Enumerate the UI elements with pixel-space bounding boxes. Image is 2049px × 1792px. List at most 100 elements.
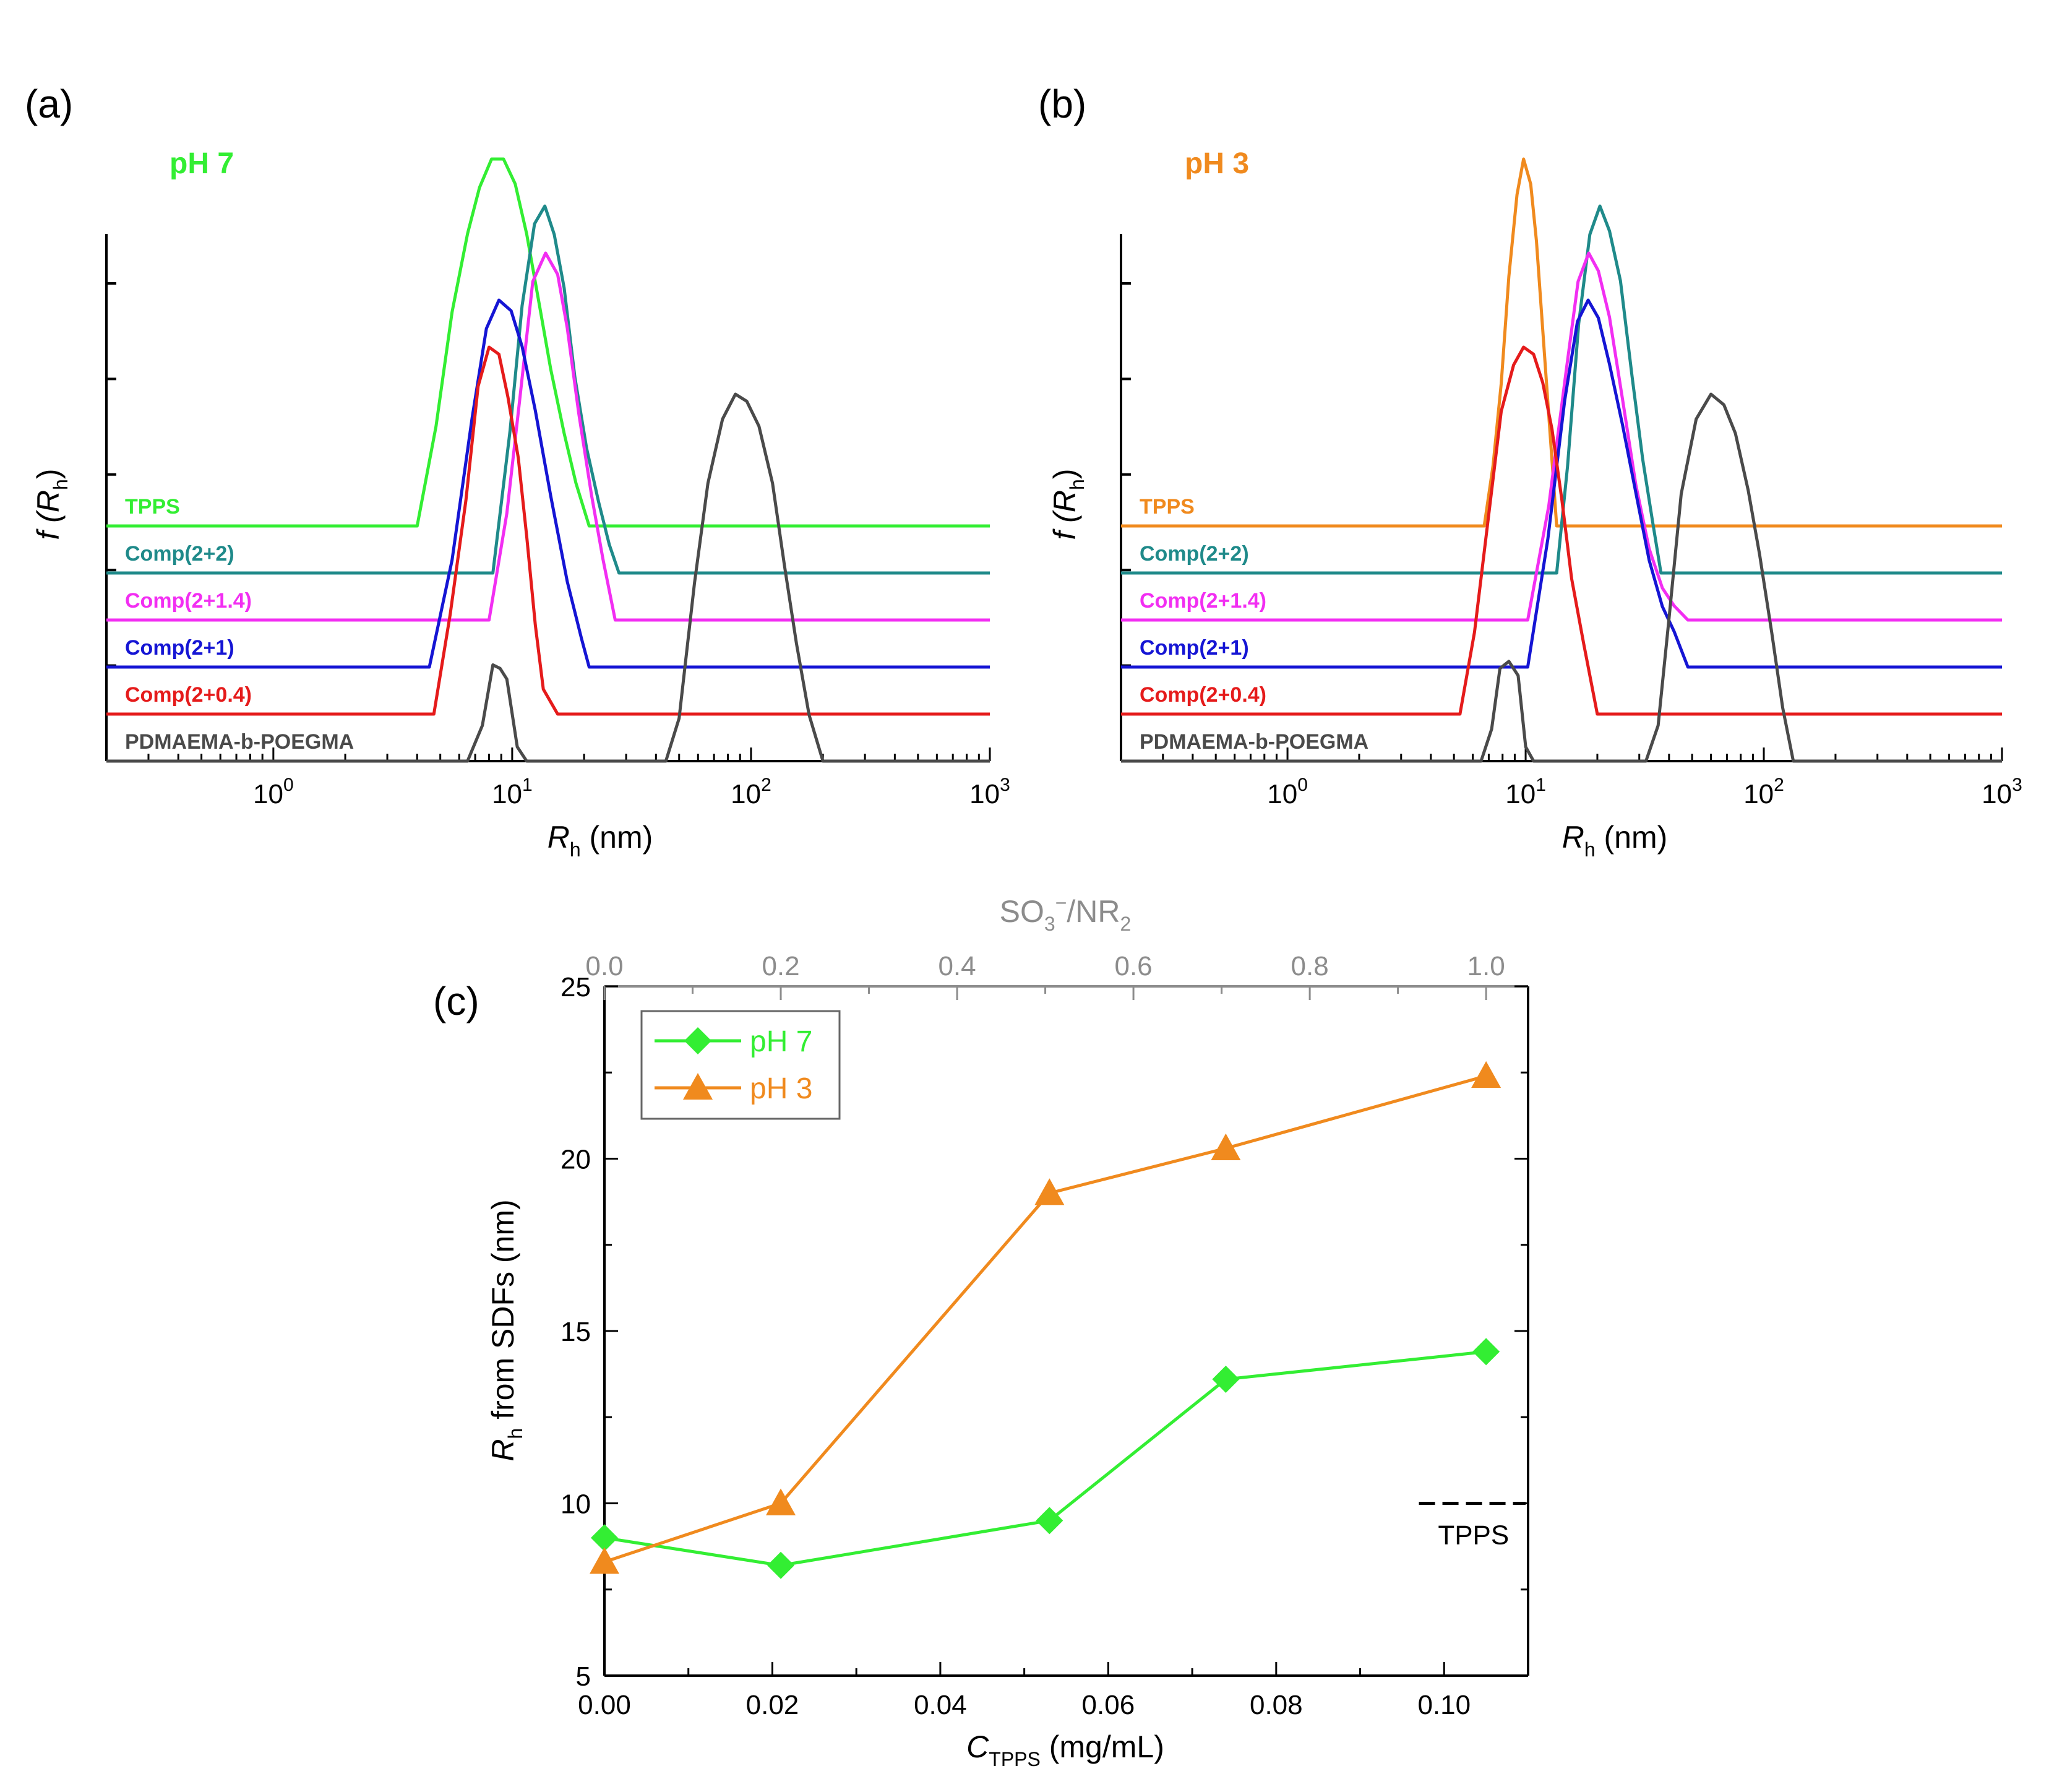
y-tick-label: 25 [561,972,591,1002]
y-tick-label: 5 [576,1661,591,1692]
series-line-comp-2-2 [1121,204,2002,575]
y-axis-title-subscript: h [49,479,72,490]
data-point-ph-7 [767,1551,795,1579]
x-axis-title-unit: (nm) [1596,820,1668,855]
x-tick-label-exponent: 1 [522,775,533,795]
series-line-comp-2-0-4 [1121,345,2002,716]
chart-panel-c: 0.00 0.02 0.04 0.06 0.08 0.10 5 10 15 20 250.0 0.2 0… [433,892,1529,1770]
x-tick-label-base: 10 [253,779,283,809]
x-tick-label: 101 [492,775,533,809]
data-point-ph-3 [766,1488,796,1515]
series-line-comp-2-1 [106,298,990,669]
series-label-comp-2-1-4: Comp(2+1.4) [125,589,252,613]
series-label-comp-2-1: Comp(2+1) [1140,636,1249,660]
x-tick-label: 103 [969,775,1010,809]
series-line-tpps [106,157,990,528]
x-axis-title-symbol: C [966,1730,989,1764]
top-axis-title: SO3−/NR2 [1000,892,1132,935]
x-axis-title-subscript: h [570,838,581,861]
legend-label-ph-3: pH 3 [750,1072,812,1105]
top-axis-title-superscript: − [1055,892,1067,914]
series-label-tpps: TPPS [125,495,180,519]
y-axis-title-subscript: h [504,1428,526,1439]
x-tick-label-exponent: 0 [283,775,294,795]
x-axis-title: Rh (nm) [1562,820,1668,861]
series-line-ph-7 [604,1350,1487,1567]
x-tick-label-base: 10 [969,779,1000,809]
x-tick-label-exponent: 0 [1297,775,1308,795]
series-label-comp-2-0-4: Comp(2+0.4) [125,683,252,707]
x-axis-title-unit: (nm) [581,820,653,855]
y-axis-title-subscript: h [1066,479,1088,490]
x-tick-label-exponent: 3 [1000,775,1010,795]
series-line-comp-2-2 [106,204,990,575]
legend-marker-ph-3 [683,1073,713,1100]
data-point-ph-7 [1036,1507,1063,1535]
data-point-ph-7 [1212,1365,1240,1393]
y-axis-title-symbol: f (R [31,490,66,540]
y-axis-title: Rh from SDFs (nm) [486,1199,526,1461]
series-label-comp-2-1: Comp(2+1) [125,636,234,660]
series-label-comp-2-1-4: Comp(2+1.4) [1140,589,1266,613]
series-label-comp-2-0-4: Comp(2+0.4) [1140,683,1266,707]
top-tick-label: 0.8 [1291,951,1329,981]
x-tick-label: 0.02 [746,1690,799,1720]
x-tick-label: 102 [1743,775,1784,809]
x-axis-title: Rh (nm) [548,820,653,861]
x-axis-title: CTPPS (mg/mL) [966,1730,1164,1770]
top-tick-label: 0.2 [762,951,799,981]
panel-label: (a) [25,82,73,126]
series-line-comp-2-0-4 [106,345,990,716]
series-label-pdmaema-b-poegma: PDMAEMA-b-POEGMA [1140,730,1368,754]
top-tick-label: 0.0 [585,951,623,981]
series-label-tpps: TPPS [1140,495,1195,519]
x-tick-label-base: 10 [1267,779,1297,809]
data-point-ph-3 [1211,1133,1241,1160]
y-axis-title-symbol: R [486,1439,520,1462]
series-label-comp-2-2: Comp(2+2) [125,542,234,566]
top-axis-title-subscript: 3 [1044,913,1055,935]
y-axis-title-end: ) [31,469,66,480]
x-tick-label: 0.00 [578,1690,631,1720]
data-point-ph-3 [1471,1061,1501,1088]
top-tick-label: 0.6 [1114,951,1152,981]
x-tick-label: 101 [1505,775,1546,809]
x-axis-title-unit: (mg/mL) [1041,1730,1164,1764]
x-axis-title-symbol: R [548,820,570,855]
x-axis-title-subscript: h [1584,838,1596,861]
panel-label: (b) [1038,82,1086,126]
series-label-comp-2-2: Comp(2+2) [1140,542,1249,566]
x-tick-label-base: 10 [1505,779,1536,809]
data-point-ph-3 [590,1547,619,1574]
x-tick-label-exponent: 2 [761,775,771,795]
x-axis-title-subscript: TPPS [989,1748,1041,1770]
top-tick-label: 0.4 [938,951,976,981]
y-tick-label: 10 [561,1489,591,1520]
series-line-ph-3 [604,1074,1487,1564]
x-tick-label-exponent: 2 [1774,775,1784,795]
data-point-ph-3 [1034,1178,1065,1205]
x-tick-label: 0.08 [1250,1690,1303,1720]
series-label-pdmaema-b-poegma: PDMAEMA-b-POEGMA [125,730,354,754]
y-tick-label: 15 [561,1317,591,1347]
condition-label: pH 7 [170,147,234,180]
legend-box [640,1010,841,1120]
series-line-comp-2-1 [1121,298,2002,669]
series-line-tpps [1121,157,2002,528]
series-line-comp-2-1-4 [106,251,990,622]
y-axis-title: f (Rh) [31,469,72,540]
top-axis-title-part: SO [1000,894,1044,929]
y-tick-label: 20 [561,1145,591,1175]
x-tick-label: 103 [1982,775,2022,809]
top-axis-title-part: /NR [1067,894,1120,929]
y-axis-title-rest: from SDFs (nm) [486,1199,520,1428]
x-tick-label-exponent: 3 [2012,775,2022,795]
x-tick-label: 0.04 [914,1690,967,1720]
series-line-pdmaema-b-poegma [106,392,990,763]
legend-marker-ph-7 [684,1027,711,1054]
x-tick-label-base: 10 [492,779,522,809]
x-tick-label: 102 [731,775,771,809]
x-tick-label-base: 10 [731,779,761,809]
